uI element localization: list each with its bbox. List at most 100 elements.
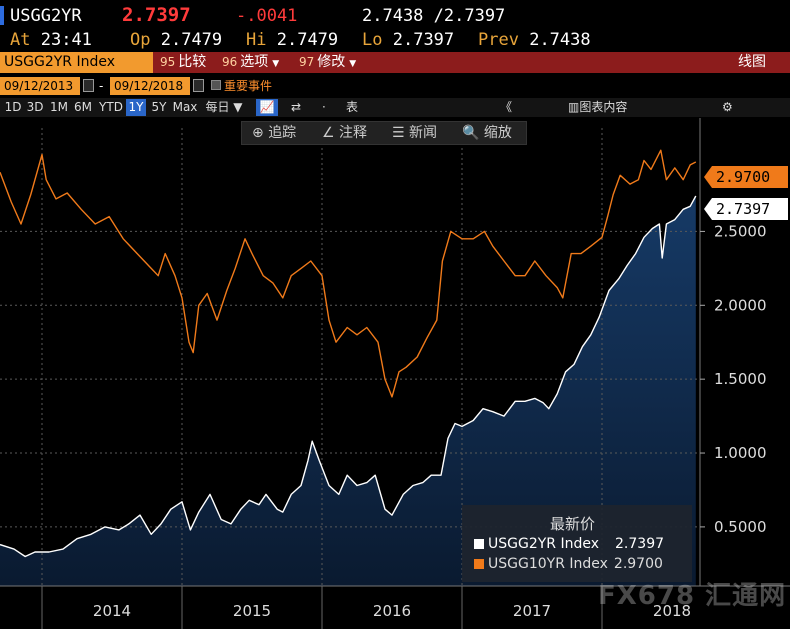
x-tick-label: 2017 <box>513 602 551 620</box>
date-range-row: 09/12/2013 - 09/12/2018 重要事件 <box>0 77 790 96</box>
ten-year-last-tag: 2.9700 <box>704 166 788 188</box>
note-label: 注释 <box>339 125 368 141</box>
collapse-icon[interactable]: 《 <box>500 100 513 114</box>
y-tick-label: 2.0000 <box>714 296 767 314</box>
at-label: At <box>10 30 31 50</box>
range-1d[interactable]: 1D <box>4 100 22 114</box>
two-year-last-tag: 2.7397 <box>704 198 788 220</box>
range-max[interactable]: Max <box>172 100 198 114</box>
calendar-icon[interactable] <box>193 79 204 92</box>
range-1y[interactable]: 1Y <box>126 99 146 116</box>
y-tick-label: 0.5000 <box>714 518 767 536</box>
start-date-field[interactable]: 09/12/2013 <box>0 77 80 95</box>
compare-button[interactable]: 95 比较 <box>160 52 206 73</box>
prev-close: Prev 2.7438 <box>478 30 591 50</box>
annotation-toolbar: ⊕ 追踪 ∠ 注释 ☰ 新闻 🔍 缩放 <box>241 121 527 145</box>
high-price: Hi 2.7479 <box>246 30 338 50</box>
options-caret-icon: ▼ <box>272 59 280 69</box>
chart-content-button[interactable]: ▥图表内容 <box>568 99 627 116</box>
x-tick-label: 2016 <box>373 602 411 620</box>
magnifier-icon: 🔍 <box>462 125 480 141</box>
edit-label: 修改 <box>317 54 346 70</box>
period-dropdown[interactable]: 每日 ▼ <box>202 99 246 116</box>
line-chart-icon[interactable]: 📈 <box>256 99 278 116</box>
track-label: 追踪 <box>268 125 297 141</box>
note-button[interactable]: ∠ 注释 <box>322 122 367 144</box>
compare-label: 比较 <box>178 54 207 70</box>
low-price: Lo 2.7397 <box>362 30 454 50</box>
x-tick-label: 2018 <box>653 602 691 620</box>
legend-series-value: 2.9700 <box>613 556 663 572</box>
legend-swatch <box>474 559 484 569</box>
edit-num: 97 <box>299 55 315 69</box>
legend-series-name: USGG2YR Index <box>488 536 600 552</box>
bid-ask: 2.7438 /2.7397 <box>362 6 506 26</box>
at-time: At 23:41 <box>10 30 92 50</box>
zoom-button[interactable]: 🔍 缩放 <box>462 122 512 144</box>
quote-header: USGG2YR 2.7397 -.0041 2.7438 /2.7397 At … <box>0 0 790 52</box>
zoom-label: 缩放 <box>483 125 512 141</box>
range-1m[interactable]: 1M <box>50 100 68 114</box>
x-axis-band <box>0 586 790 629</box>
prev-value: 2.7438 <box>529 30 591 50</box>
line-chart-button[interactable]: 线图 <box>738 54 766 70</box>
legend-series-name: USGG10YR Index <box>488 556 608 572</box>
low-label: Lo <box>362 30 383 50</box>
legend-series-value: 2.7397 <box>615 536 665 552</box>
high-label: Hi <box>246 30 267 50</box>
ten-year-line <box>0 149 697 398</box>
security-field[interactable]: USGG2YR Index <box>0 52 153 73</box>
period-label: 每日 <box>205 100 230 114</box>
options-num: 96 <box>222 55 238 69</box>
calendar-icon[interactable] <box>83 79 94 92</box>
pen-icon: ∠ <box>322 125 335 141</box>
range-3d[interactable]: 3D <box>26 100 44 114</box>
last-price: 2.7397 <box>122 4 191 26</box>
at-value: 23:41 <box>40 30 92 50</box>
track-button[interactable]: ⊕ 追踪 <box>252 122 296 144</box>
range-ytd[interactable]: YTD <box>99 100 123 114</box>
cursor-icon[interactable]: ⋅ <box>322 100 326 114</box>
crosshair-icon: ⊕ <box>252 125 264 141</box>
price-change: -.0041 <box>236 6 298 26</box>
events-checkbox[interactable] <box>211 80 221 90</box>
events-label: 重要事件 <box>224 79 273 93</box>
function-toolbar: USGG2YR Index 95 比较 96 选项 ▼ 97 修改 ▼ 线图 <box>0 52 790 73</box>
low-value: 2.7397 <box>392 30 455 50</box>
chevron-down-icon: ▼ <box>233 100 243 114</box>
chart-content-icon: ▥ <box>568 100 580 114</box>
edit-button[interactable]: 97 修改 ▼ <box>299 52 356 73</box>
legend-item: USGG10YR Index 2.9700 <box>474 556 663 572</box>
table-button[interactable]: 表 <box>346 100 359 114</box>
prev-label: Prev <box>478 30 519 50</box>
open-value: 2.7479 <box>160 30 223 50</box>
two-year-area <box>0 196 696 586</box>
edit-caret-icon: ▼ <box>349 59 357 69</box>
link-icon[interactable]: ⇄ <box>291 100 302 114</box>
yield-chart: 0.5000 1.0000 1.5000 2.0000 2.5000 2014 2015 20… <box>0 118 790 629</box>
news-icon: ☰ <box>392 125 405 141</box>
options-button[interactable]: 96 选项 ▼ <box>222 52 279 73</box>
gear-icon[interactable]: ⚙ <box>722 100 733 114</box>
high-value: 2.7479 <box>276 30 339 50</box>
watermark: FX678 汇通网 <box>598 581 787 611</box>
legend-item: USGG2YR Index 2.7397 <box>474 536 664 552</box>
compare-num: 95 <box>160 55 176 69</box>
y-tick-label: 1.5000 <box>714 370 767 388</box>
range-selector-row: 1D 3D 1M 6M YTD 1Y 5Y Max 每日 ▼ 📈 ⇄ ⋅ 表 《… <box>0 98 790 117</box>
legend-title: 最新价 <box>550 515 596 533</box>
news-label: 新闻 <box>409 125 438 141</box>
end-date-field[interactable]: 09/12/2018 <box>110 77 190 95</box>
news-button[interactable]: ☰ 新闻 <box>392 122 437 144</box>
two-year-line <box>0 195 697 558</box>
range-5y[interactable]: 5Y <box>151 100 167 114</box>
open-price: Op 2.7479 <box>130 30 222 50</box>
range-6m[interactable]: 6M <box>74 100 92 114</box>
legend-swatch <box>474 539 484 549</box>
ticker-symbol: USGG2YR <box>10 6 82 26</box>
options-label: 选项 <box>240 54 269 70</box>
y-tick-label: 1.0000 <box>714 444 767 462</box>
chart-content-label: 图表内容 <box>579 100 628 114</box>
open-label: Op <box>130 30 151 50</box>
y-tick-label: 2.5000 <box>714 222 767 240</box>
